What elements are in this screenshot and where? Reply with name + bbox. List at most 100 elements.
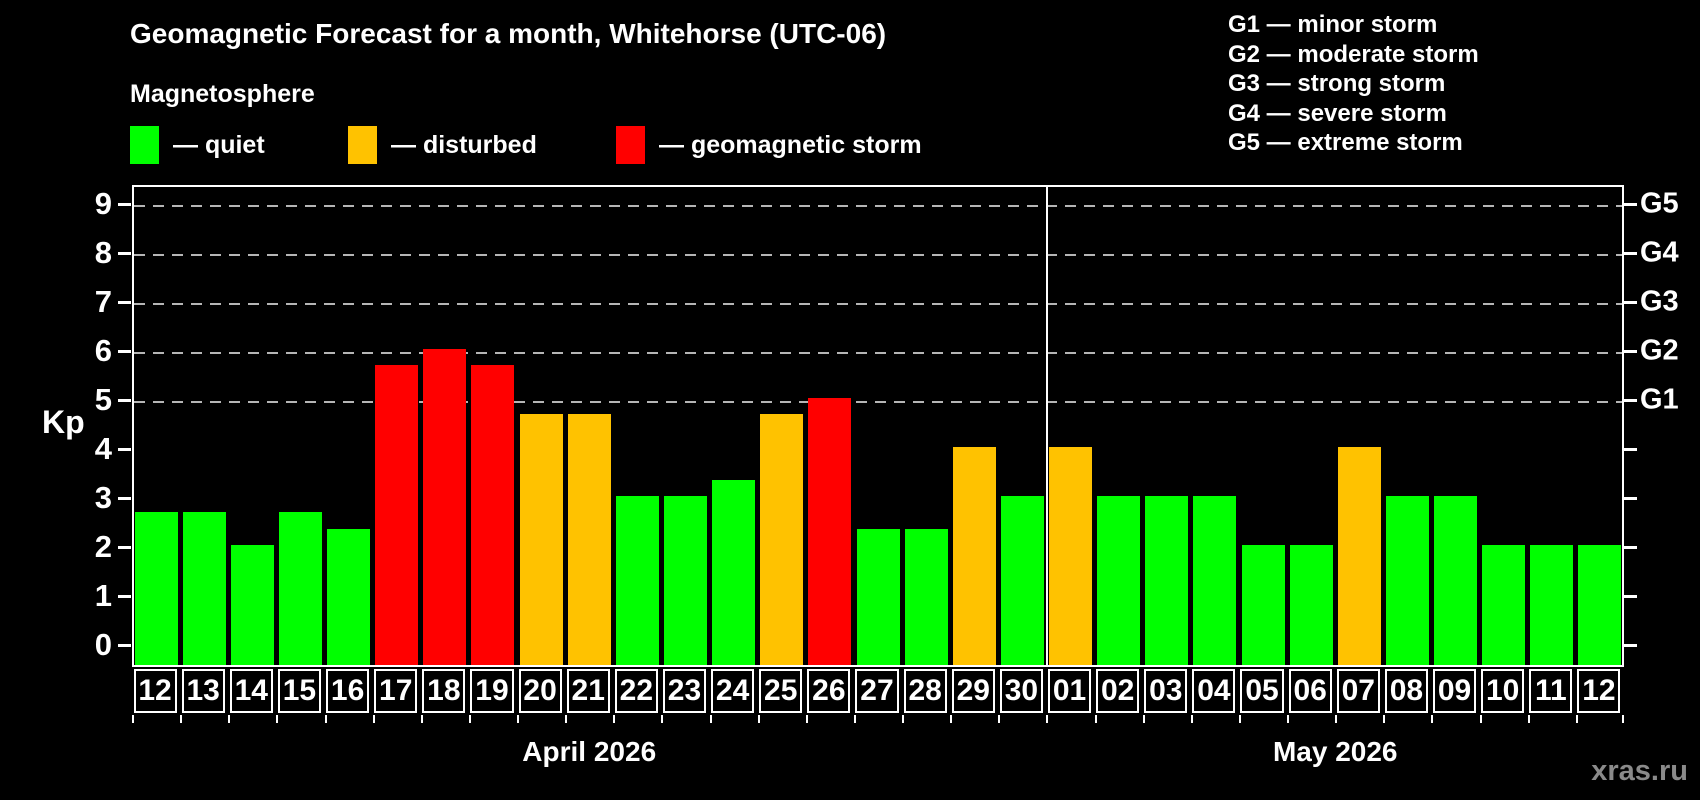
legend-label-disturbed: — disturbed: [391, 130, 537, 159]
kp-bar-may-02: [1097, 496, 1141, 665]
x-axis-tick: [661, 715, 664, 723]
gridline-kp7: [134, 303, 1622, 305]
date-label: 28: [903, 669, 947, 713]
kp-bar-may-01: [1049, 447, 1093, 665]
legend-swatch-disturbed: [348, 126, 377, 164]
date-label: 03: [1144, 669, 1188, 713]
g-scale-legend-line-4: G4 — severe storm: [1228, 99, 1447, 127]
y-tick-label: 8: [94, 235, 112, 270]
x-axis-tick: [1190, 715, 1193, 723]
kp-bar-may-10: [1482, 545, 1526, 665]
g-level-label-g2: G2: [1640, 334, 1679, 367]
y-tick-left: [118, 497, 131, 500]
x-axis-tick: [468, 715, 471, 723]
x-axis-tick: [853, 715, 856, 723]
kp-bar-april-29: [952, 447, 996, 665]
x-axis-tick: [998, 715, 1001, 723]
kp-bar-april-15: [278, 512, 322, 665]
date-label: 07: [1336, 669, 1380, 713]
date-label: 24: [711, 669, 755, 713]
date-label: 25: [759, 669, 803, 713]
date-label: 20: [518, 669, 562, 713]
kp-bar-may-09: [1434, 496, 1478, 665]
kp-bar-may-03: [1145, 496, 1189, 665]
y-tick-left: [118, 546, 131, 549]
y-axis-title: Kp: [42, 404, 85, 440]
kp-bar-may-12: [1578, 545, 1622, 665]
kp-bar-april-13: [182, 512, 226, 665]
x-axis-tick: [565, 715, 568, 723]
date-label: 27: [855, 669, 899, 713]
y-tick-right: [1624, 644, 1637, 647]
g-level-label-g4: G4: [1640, 236, 1679, 269]
x-axis-tick: [276, 715, 279, 723]
kp-bar-april-23: [663, 496, 707, 665]
x-axis-tick: [709, 715, 712, 723]
y-tick-label: 2: [94, 529, 112, 564]
x-axis-tick: [1046, 715, 1049, 723]
month-label-april: April 2026: [522, 736, 657, 767]
y-tick-left: [118, 301, 131, 304]
date-label: 15: [277, 669, 321, 713]
x-axis-tick: [1622, 715, 1624, 723]
date-label: 30: [999, 669, 1043, 713]
x-axis-tick: [324, 715, 327, 723]
watermark: xras.ru: [1591, 755, 1688, 787]
date-label: 12: [1577, 669, 1621, 713]
x-axis-tick: [1479, 715, 1482, 723]
kp-bar-april-12: [134, 512, 178, 665]
date-label: 04: [1192, 669, 1236, 713]
gridline-kp5: [134, 401, 1622, 403]
date-label: 05: [1240, 669, 1284, 713]
g-scale-legend: G1 — minor storm G2 — moderate storm G3 — …: [1228, 10, 1479, 158]
g-scale-legend-line-3: G3 — strong storm: [1228, 70, 1446, 97]
y-tick-right: [1624, 497, 1637, 500]
kp-bar-april-25: [760, 414, 804, 665]
date-label: 06: [1288, 669, 1332, 713]
x-axis-tick: [132, 715, 134, 723]
y-tick-right: [1624, 448, 1637, 451]
y-tick-left: [118, 644, 131, 647]
kp-bar-april-26: [808, 398, 852, 665]
x-axis-tick: [1431, 715, 1434, 723]
y-tick-right: [1624, 203, 1637, 206]
date-label: 11: [1529, 669, 1573, 713]
date-label: 14: [229, 669, 273, 713]
kp-bar-april-19: [471, 365, 515, 665]
y-tick-label: 0: [94, 627, 112, 662]
y-tick-right: [1624, 399, 1637, 402]
kp-bar-may-04: [1193, 496, 1237, 665]
kp-bar-may-07: [1337, 447, 1381, 665]
chart-title: Geomagnetic Forecast for a month, Whiteh…: [130, 18, 887, 49]
y-tick-label: 7: [94, 284, 112, 319]
kp-bar-april-17: [375, 365, 419, 665]
x-axis-tick: [1527, 715, 1530, 723]
date-label: 23: [662, 669, 707, 713]
x-axis-tick: [1238, 715, 1241, 723]
legend-swatch-quiet: [130, 126, 159, 164]
y-tick-right: [1624, 350, 1637, 353]
magnetosphere-label: Magnetosphere: [130, 80, 315, 108]
y-tick-label: 9: [94, 186, 112, 221]
x-axis-tick: [372, 715, 375, 723]
kp-bar-april-20: [519, 414, 563, 665]
date-label: 09: [1432, 669, 1477, 713]
kp-bar-may-08: [1385, 496, 1429, 665]
y-tick-left: [118, 350, 131, 353]
date-label: 17: [374, 669, 418, 713]
date-label: 16: [326, 669, 370, 713]
y-tick-right: [1624, 595, 1637, 598]
kp-bar-april-24: [712, 479, 756, 665]
date-label: 10: [1481, 669, 1525, 713]
x-axis-tick: [1383, 715, 1386, 723]
plot-area: [132, 185, 1624, 667]
kp-bar-april-16: [327, 528, 371, 665]
gridline-kp6: [134, 352, 1622, 354]
kp-bar-april-21: [567, 414, 611, 665]
x-axis-tick: [805, 715, 808, 723]
kp-bar-may-06: [1289, 545, 1333, 665]
date-label: 19: [470, 669, 514, 713]
x-axis-tick: [517, 715, 520, 723]
x-axis-tick: [1287, 715, 1290, 723]
